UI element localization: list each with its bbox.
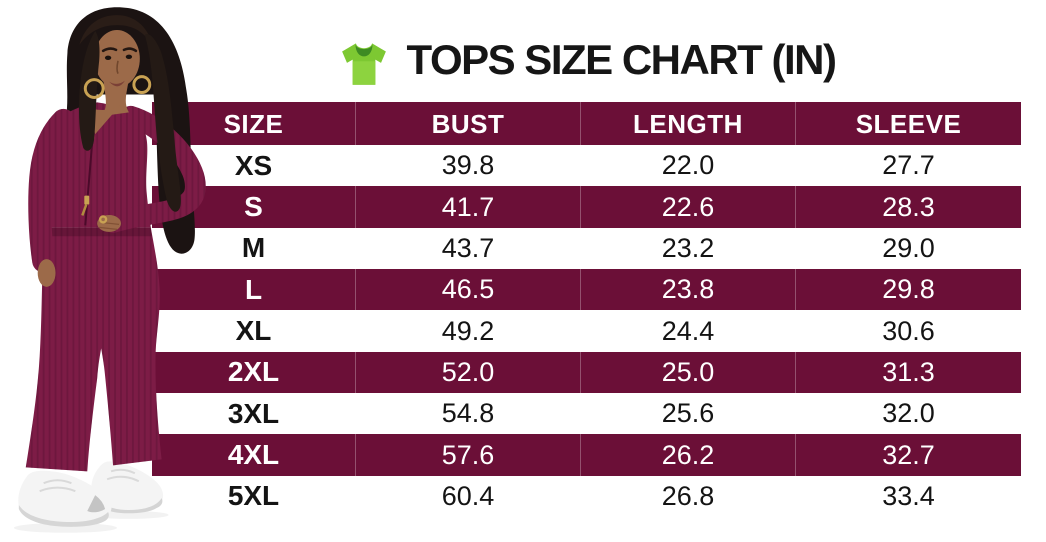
hands [37, 214, 121, 287]
sleeve-cell: 27.7 [795, 145, 1021, 187]
bust-cell: 54.8 [355, 393, 580, 435]
column-header-sleeve: SLEEVE [795, 102, 1021, 145]
table-row-5xl: 5XL 60.4 26.8 33.4 [152, 475, 1021, 518]
length-cell: 22.6 [580, 186, 795, 228]
table-row-l: L 46.5 23.8 29.8 [152, 269, 1021, 311]
table-row-3xl: 3XL 54.8 25.6 32.0 [152, 393, 1021, 435]
earring-right [132, 75, 152, 94]
title-row: TOPS SIZE CHART (IN) [152, 28, 1021, 92]
hair-front [78, 15, 181, 212]
table-row-xs: XS 39.8 22.0 27.7 [152, 145, 1021, 187]
length-cell: 24.4 [580, 310, 795, 352]
cardigan [42, 102, 151, 228]
length-cell: 25.0 [580, 351, 795, 394]
sleeve-cell: 33.4 [795, 475, 1021, 518]
pants [25, 227, 162, 472]
column-header-size: SIZE [223, 108, 284, 139]
column-header-length: LENGTH [580, 102, 795, 145]
left-sleeve [28, 108, 75, 273]
bust-cell: 39.8 [355, 145, 580, 187]
bust-cell: 52.0 [355, 351, 580, 394]
table-row-s: S 41.7 22.6 28.3 [152, 186, 1021, 228]
length-cell: 22.0 [580, 145, 795, 187]
page-title: TOPS SIZE CHART (IN) [406, 36, 837, 83]
bust-cell: 43.7 [355, 227, 580, 270]
neck [101, 78, 129, 117]
size-cell: S [244, 191, 263, 223]
sleeve-cell: 32.0 [795, 393, 1021, 435]
bust-cell: 57.6 [355, 434, 580, 476]
sleeve-cell: 28.3 [795, 186, 1021, 228]
size-cell: XL [235, 315, 272, 347]
sneakers [18, 461, 164, 527]
size-table: SIZE BUST LENGTH SLEEVE XS 39.8 22.0 27.… [152, 102, 1021, 518]
bust-cell: 60.4 [355, 475, 580, 518]
face [94, 30, 140, 88]
length-cell: 23.8 [580, 269, 795, 311]
length-cell: 25.6 [580, 393, 795, 435]
model-photo [13, 7, 206, 533]
sleeve-cell: 32.7 [795, 434, 1021, 476]
size-cell: M [241, 232, 266, 264]
table-header-row: SIZE BUST LENGTH SLEEVE [152, 102, 1021, 145]
length-cell: 23.2 [580, 227, 795, 270]
tshirt-icon [341, 42, 386, 85]
sleeve-cell: 29.8 [795, 269, 1021, 311]
table-row-4xl: 4XL 57.6 26.2 32.7 [152, 434, 1021, 476]
size-cell: 3XL [227, 397, 280, 429]
sleeve-cell: 31.3 [795, 351, 1021, 394]
table-row-m: M 43.7 23.2 29.0 [152, 227, 1021, 270]
size-cell: L [244, 273, 263, 305]
sleeve-cell: 30.6 [795, 310, 1021, 352]
sleeve-cell: 29.0 [795, 227, 1021, 270]
size-cell: XS [234, 149, 273, 181]
earring-left [83, 78, 105, 99]
column-header-bust: BUST [355, 102, 580, 145]
table-row-2xl: 2XL 52.0 25.0 31.3 [152, 351, 1021, 394]
length-cell: 26.2 [580, 434, 795, 476]
bust-cell: 46.5 [355, 269, 580, 311]
size-cell: 5XL [227, 480, 280, 512]
bust-cell: 41.7 [355, 186, 580, 228]
table-row-xl: XL 49.2 24.4 30.6 [152, 310, 1021, 352]
bust-cell: 49.2 [355, 310, 580, 352]
length-cell: 26.8 [580, 475, 795, 518]
size-cell: 2XL [227, 356, 280, 388]
size-cell: 4XL [227, 439, 280, 471]
